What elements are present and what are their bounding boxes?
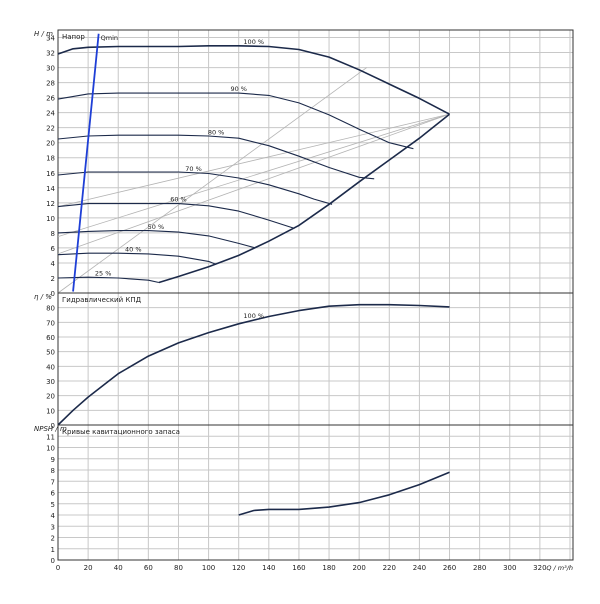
series-label: 100 % (243, 38, 264, 46)
x-tick-label: 140 (262, 564, 275, 572)
y-axis-label: H / m (34, 30, 53, 38)
panel-title: Гидравлический КПД (62, 296, 142, 304)
x-tick-label: 180 (322, 564, 335, 572)
x-tick-label: 20 (84, 564, 93, 572)
y-tick-label: 60 (46, 334, 55, 342)
y-tick-label: 8 (51, 467, 55, 475)
y-tick-label: 40 (46, 363, 55, 371)
x-tick-label: 60 (144, 564, 153, 572)
series-label: 40 % (125, 246, 142, 254)
efficiency-guide-line (57, 113, 450, 207)
series-curve (238, 471, 450, 516)
y-tick-label: 6 (51, 490, 56, 498)
y-tick-label: 26 (46, 95, 55, 103)
y-tick-label: 10 (46, 445, 55, 453)
y-tick-label: 10 (46, 215, 55, 223)
series-label: 100 % (243, 312, 264, 320)
efficiency-guide-line (57, 113, 450, 238)
x-axis-label: Q / m³/h (546, 564, 573, 572)
y-tick-label: 20 (46, 140, 55, 148)
panel-frame (57, 424, 574, 561)
y-tick-label: 80 (46, 305, 55, 313)
panel-frame (57, 292, 574, 426)
series-label: 50 % (148, 223, 165, 231)
x-tick-label: 40 (114, 564, 123, 572)
y-tick-label: 7 (51, 478, 55, 486)
series-label: 25 % (95, 270, 112, 278)
y-tick-label: 32 (46, 50, 55, 58)
series-curve (57, 303, 450, 426)
y-tick-label: 30 (46, 378, 55, 386)
series-curve (57, 44, 450, 115)
x-tick-label: 120 (232, 564, 245, 572)
qmin-line (72, 33, 100, 292)
qmin-label: Qmin (101, 34, 118, 42)
y-tick-label: 2 (51, 535, 55, 543)
panel-title: Кривые кавитационного запаса (62, 428, 180, 436)
efficiency-guide-line (57, 67, 367, 294)
series-curve (57, 252, 217, 265)
series-curve (57, 92, 414, 150)
x-axis: 0 20 40 60 80 100 120 140 160 180 200 220 240 260 280 3… (56, 564, 573, 572)
y-tick-label: 3 (51, 523, 55, 531)
y-tick-label: 0 (51, 422, 55, 430)
x-tick-label: 220 (383, 564, 396, 572)
y-tick-label: 70 (46, 319, 55, 327)
y-tick-label: 0 (51, 557, 55, 565)
panel-title: Напор (62, 33, 85, 41)
series-curve (57, 276, 160, 284)
y-tick-label: 16 (46, 170, 55, 178)
series-label: 70 % (185, 165, 202, 173)
envelope-curve (158, 113, 450, 284)
x-tick-label: 260 (443, 564, 456, 572)
x-tick-label: 300 (503, 564, 516, 572)
x-tick-label: 100 (202, 564, 215, 572)
series-curve (57, 230, 256, 249)
x-tick-label: 160 (292, 564, 305, 572)
y-tick-label: 5 (51, 501, 55, 509)
y-tick-label: 9 (51, 456, 55, 464)
y-tick-label: 34 (46, 35, 55, 43)
y-tick-label: 14 (46, 185, 55, 193)
y-tick-label: 8 (51, 230, 55, 238)
y-tick-label: 20 (46, 393, 55, 401)
y-tick-label: 4 (51, 512, 56, 520)
y-tick-label: 30 (46, 65, 55, 73)
x-tick-label: 240 (413, 564, 426, 572)
panel-efficiency: 0 10 20 30 40 50 60 70 80 η / % Гидравлический КПД… (34, 292, 574, 430)
y-tick-label: 50 (46, 349, 55, 357)
x-tick-label: 280 (473, 564, 486, 572)
y-tick-label: 24 (46, 110, 55, 118)
series-curve (57, 203, 295, 229)
y-tick-label: 1 (51, 546, 55, 554)
series-label: 90 % (230, 85, 247, 93)
series-curve (57, 134, 375, 180)
x-tick-label: 0 (56, 564, 60, 572)
y-tick-label: 12 (46, 200, 55, 208)
x-tick-label: 320 (533, 564, 546, 572)
y-axis-label: NPSH / m (34, 425, 67, 433)
y-tick-label: 22 (46, 125, 55, 133)
y-tick-label: 6 (51, 245, 56, 253)
y-tick-label: 10 (46, 407, 55, 415)
x-tick-label: 80 (174, 564, 183, 572)
series-label: 60 % (170, 196, 187, 204)
y-tick-label: 2 (51, 275, 55, 283)
x-tick-label: 200 (352, 564, 365, 572)
y-tick-label: 28 (46, 80, 55, 88)
y-tick-label: 0 (51, 290, 55, 298)
y-axis-label: η / % (34, 293, 52, 301)
y-tick-label: 4 (51, 260, 56, 268)
y-tick-label: 18 (46, 155, 55, 163)
series-label: 80 % (208, 129, 225, 137)
y-tick-label: 11 (46, 433, 55, 441)
series-curve (57, 171, 333, 205)
